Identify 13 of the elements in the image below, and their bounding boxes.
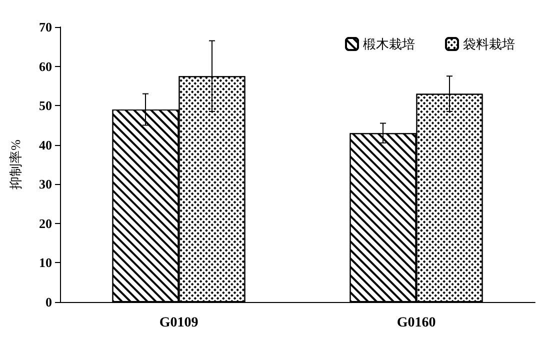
y-tick-label: 50	[39, 98, 52, 114]
legend-label: 椴木栽培	[363, 36, 415, 52]
y-tick-label: 40	[39, 137, 52, 152]
y-tick-label: 70	[39, 20, 52, 34]
y-tick-label: 60	[39, 58, 52, 74]
y-tick-label: 30	[39, 176, 52, 192]
y-axis-title: 抑制率%	[8, 139, 23, 190]
y-tick-label: 20	[39, 216, 52, 231]
y-tick-label: 0	[46, 294, 52, 310]
x-tick-label: G0109	[159, 316, 198, 330]
y-tick-label: 10	[39, 255, 52, 270]
legend-label: 袋料栽培	[463, 36, 515, 52]
x-tick-label: G0160	[396, 316, 436, 330]
